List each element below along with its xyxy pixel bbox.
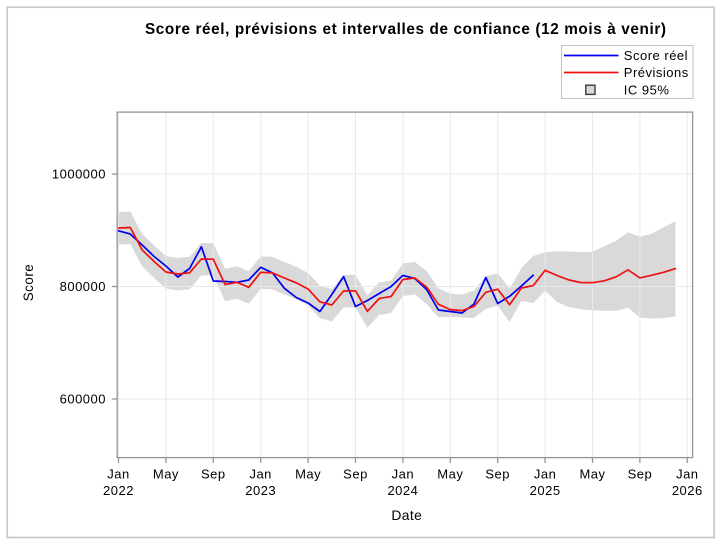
svg-text:Jan: Jan [392, 467, 414, 482]
svg-text:2025: 2025 [530, 483, 561, 498]
svg-text:Score: Score [21, 264, 36, 301]
svg-text:2023: 2023 [245, 483, 276, 498]
svg-text:Date: Date [391, 507, 422, 523]
svg-text:May: May [153, 467, 179, 482]
svg-text:May: May [437, 467, 463, 482]
svg-text:Jan: Jan [107, 467, 129, 482]
svg-text:Jan: Jan [249, 467, 271, 482]
svg-text:May: May [295, 467, 321, 482]
svg-text:2022: 2022 [103, 483, 134, 498]
svg-text:600000: 600000 [60, 392, 106, 407]
svg-text:Sep: Sep [485, 467, 510, 482]
svg-text:May: May [579, 467, 605, 482]
svg-text:Sep: Sep [628, 467, 653, 482]
svg-text:IC 95%: IC 95% [624, 83, 670, 98]
svg-text:1000000: 1000000 [52, 167, 106, 182]
svg-text:2026: 2026 [672, 483, 703, 498]
svg-text:Jan: Jan [676, 467, 698, 482]
svg-text:800000: 800000 [60, 279, 106, 294]
svg-text:Score réel: Score réel [624, 48, 688, 63]
svg-text:Sep: Sep [343, 467, 368, 482]
svg-text:Score réel, prévisions et inte: Score réel, prévisions et intervalles de… [145, 21, 667, 38]
svg-text:Sep: Sep [201, 467, 226, 482]
svg-text:Prévisions: Prévisions [624, 65, 689, 80]
svg-text:2024: 2024 [387, 483, 418, 498]
svg-text:Jan: Jan [534, 467, 556, 482]
